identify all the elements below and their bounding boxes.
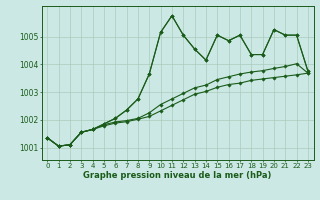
X-axis label: Graphe pression niveau de la mer (hPa): Graphe pression niveau de la mer (hPa) xyxy=(84,171,272,180)
